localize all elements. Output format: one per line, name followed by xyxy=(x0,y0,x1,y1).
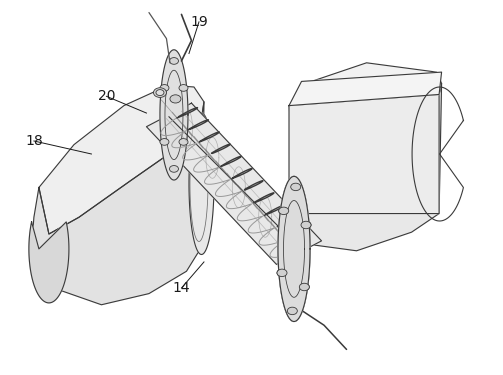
Polygon shape xyxy=(31,102,204,305)
Polygon shape xyxy=(29,222,69,303)
Polygon shape xyxy=(39,85,204,234)
Circle shape xyxy=(160,138,169,145)
Circle shape xyxy=(299,283,309,291)
Circle shape xyxy=(287,307,297,315)
Polygon shape xyxy=(289,63,442,135)
Polygon shape xyxy=(289,72,442,106)
Circle shape xyxy=(179,85,188,91)
Text: 14: 14 xyxy=(173,281,190,295)
Circle shape xyxy=(279,207,289,214)
Polygon shape xyxy=(289,94,439,213)
Circle shape xyxy=(156,90,164,96)
Polygon shape xyxy=(146,103,321,264)
Circle shape xyxy=(299,283,309,291)
Circle shape xyxy=(277,269,287,277)
Polygon shape xyxy=(189,113,214,255)
Polygon shape xyxy=(278,176,310,321)
Circle shape xyxy=(170,58,179,64)
Circle shape xyxy=(170,165,179,172)
Polygon shape xyxy=(278,176,310,321)
Polygon shape xyxy=(289,83,442,251)
Circle shape xyxy=(301,221,311,229)
Circle shape xyxy=(291,183,301,190)
Circle shape xyxy=(301,221,311,229)
Text: 20: 20 xyxy=(98,89,115,103)
Circle shape xyxy=(179,138,188,145)
Circle shape xyxy=(170,95,181,103)
Circle shape xyxy=(153,88,166,98)
Circle shape xyxy=(277,269,287,277)
Polygon shape xyxy=(160,50,188,180)
Circle shape xyxy=(160,85,169,91)
Text: 18: 18 xyxy=(25,134,43,148)
Circle shape xyxy=(291,183,301,190)
Text: 19: 19 xyxy=(190,15,208,29)
Circle shape xyxy=(287,307,297,315)
Circle shape xyxy=(279,207,289,214)
